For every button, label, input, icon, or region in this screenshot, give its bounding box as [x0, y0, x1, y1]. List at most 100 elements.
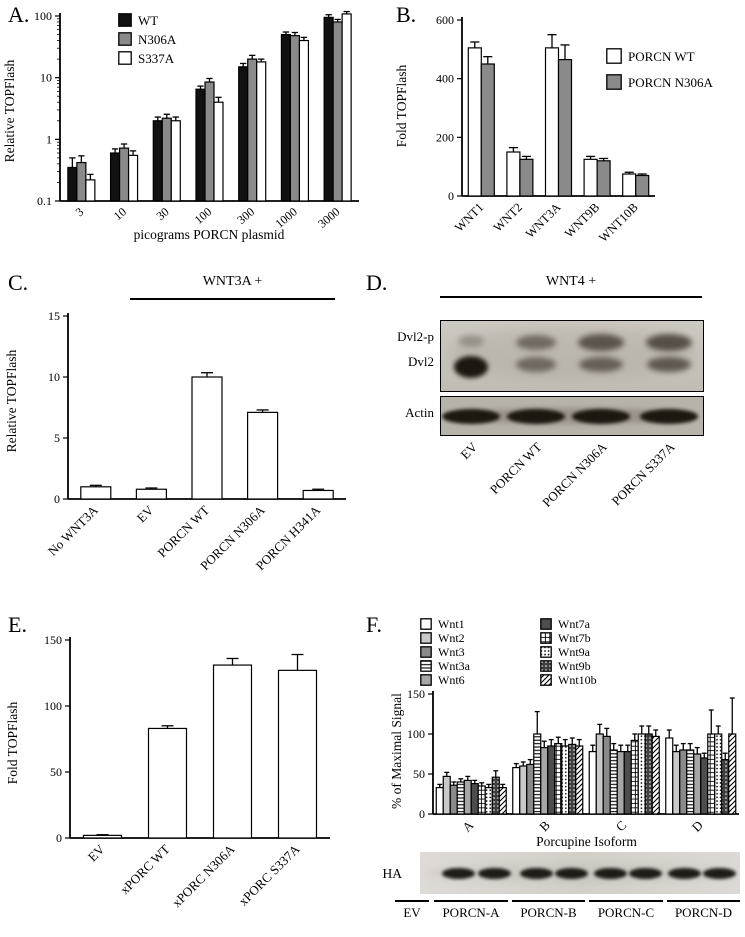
svg-text:A: A — [459, 817, 477, 835]
blot-band — [507, 408, 565, 424]
svg-text:10: 10 — [48, 370, 60, 384]
blot-band — [628, 867, 662, 879]
panel-c-header: WNT3A + — [202, 274, 263, 289]
legend-swatch-icon — [420, 632, 432, 644]
legend-swatch-icon — [118, 51, 132, 65]
panel-a-legend: WT N306A S337A — [118, 13, 176, 65]
blot-band — [667, 867, 701, 879]
svg-text:0.1: 0.1 — [37, 194, 52, 208]
panel-f-chart-mount: 0 50 100 150 A B C D — [388, 687, 743, 843]
legend-item-porcn-wt: PORCN WT — [606, 48, 713, 64]
svg-text:100: 100 — [44, 699, 62, 713]
panel-d-label: D. — [366, 270, 388, 295]
legend-label: Wnt7b — [558, 631, 591, 645]
blot-band — [646, 333, 692, 351]
blot-f-ha-label: HA — [382, 866, 403, 881]
legend-swatch-icon — [118, 13, 132, 27]
svg-text:50: 50 — [50, 765, 62, 779]
legend-label: Wnt6 — [438, 673, 465, 687]
legend-swatch-icon — [118, 32, 132, 46]
panel-b-ylabel: Fold TOPFlash — [394, 64, 409, 148]
svg-text:0: 0 — [448, 189, 454, 203]
svg-text:10: 10 — [40, 71, 52, 85]
blot-band — [702, 867, 736, 879]
svg-text:100: 100 — [407, 727, 425, 741]
legend-label: Wnt3a — [438, 659, 470, 673]
legend-swatch-icon — [420, 618, 432, 630]
legend-item-wnt6: Wnt6 — [420, 674, 470, 686]
legend-swatch-icon — [606, 48, 622, 64]
blot-band — [572, 408, 630, 424]
legend-label: N306A — [138, 31, 177, 47]
panel-f-legend-col2: Wnt7a Wnt7b Wnt9a Wnt9b Wnt10b — [540, 618, 597, 686]
ha-lane-label-porcn-d: PORCN-D — [667, 900, 740, 921]
legend-item-wnt9b: Wnt9b — [540, 660, 597, 672]
svg-text:5: 5 — [54, 431, 60, 445]
svg-text:0: 0 — [54, 492, 60, 506]
legend-item-wnt3: Wnt3 — [420, 646, 470, 658]
legend-item-wnt3a: Wnt3a — [420, 660, 470, 672]
blot-band — [554, 867, 588, 879]
blot-d-dvl2-image — [440, 320, 704, 392]
panel-a-label: A. — [8, 2, 30, 27]
blot-band — [578, 333, 624, 351]
panel-a-chart-mount: 0.1 1 10 100 3 10 30 100 300 1000 3000 — [20, 8, 365, 248]
legend-item-wt: WT — [118, 13, 176, 27]
panel-e-chart-mount: 0 50 100 150 EV xPORC WT xPORC N306A xPORC S337… — [25, 628, 345, 937]
legend-label: WT — [138, 12, 159, 28]
legend-label: Wnt9b — [558, 659, 591, 673]
svg-text:No WNT3A: No WNT3A — [45, 502, 102, 559]
legend-item-wnt1: Wnt1 — [420, 618, 470, 630]
blot-band — [441, 867, 475, 879]
panel-a-xlabel: picograms PORCN plasmid — [133, 227, 285, 242]
svg-text:3: 3 — [73, 205, 87, 220]
legend-label: Wnt7a — [558, 617, 590, 631]
legend-swatch-icon — [540, 674, 552, 686]
svg-text:50: 50 — [413, 767, 425, 781]
svg-text:1000: 1000 — [272, 205, 299, 231]
panel-b-chart-mount: 0 200 400 600 WNT1 WNT2 WNT3A WNT9B WNT10B — [420, 8, 660, 263]
panel-a-ylabel: Relative TOPFlash — [2, 59, 17, 163]
legend-item-wnt7b: Wnt7b — [540, 632, 597, 644]
svg-text:15: 15 — [48, 309, 60, 323]
svg-text:3000: 3000 — [315, 205, 342, 231]
ha-lane-label-porcn-a: PORCN-A — [434, 900, 508, 921]
ha-lane-label-porcn-c: PORCN-C — [589, 900, 663, 921]
svg-text:WNT10B: WNT10B — [596, 200, 641, 245]
blot-f-ha-image — [420, 852, 740, 894]
svg-text:200: 200 — [436, 130, 454, 144]
svg-text:0: 0 — [56, 831, 62, 845]
legend-label: Wnt2 — [438, 631, 465, 645]
svg-text:150: 150 — [407, 688, 425, 701]
blot-band — [579, 356, 623, 372]
panel-d-header-line — [440, 296, 702, 298]
panel-a-chart: 0.1 1 10 100 3 10 30 100 300 1000 3000 — [34, 9, 359, 231]
svg-text:600: 600 — [436, 13, 454, 27]
ha-lane-label-ev: EV — [395, 900, 429, 921]
blot-band — [519, 867, 553, 879]
legend-item-wnt9a: Wnt9a — [540, 646, 597, 658]
legend-label: Wnt10b — [558, 673, 597, 687]
svg-text:WNT2: WNT2 — [491, 200, 525, 234]
panel-c-header-line — [130, 298, 335, 300]
svg-text:100: 100 — [34, 9, 52, 23]
svg-text:0: 0 — [419, 807, 425, 821]
legend-swatch-icon — [540, 646, 552, 658]
blot-d-band-label-actin: Actin — [405, 405, 434, 420]
panel-b-legend: PORCN WT PORCN N306A — [606, 48, 713, 90]
legend-swatch-icon — [540, 660, 552, 672]
svg-text:B: B — [536, 817, 553, 834]
svg-text:EV: EV — [134, 502, 157, 525]
legend-item-wnt7a: Wnt7a — [540, 618, 597, 630]
legend-item-s337a: S337A — [118, 51, 176, 65]
svg-text:xPORC S337A: xPORC S337A — [236, 841, 303, 908]
panel-e-ylabel: Fold TOPFlash — [5, 701, 20, 785]
svg-text:30: 30 — [154, 205, 172, 223]
panel-f-chart: 0 50 100 150 A B C D — [407, 687, 739, 835]
panel-d-header: WNT4 + — [545, 274, 597, 289]
legend-item-n306a: N306A — [118, 32, 176, 46]
legend-swatch-icon — [420, 674, 432, 686]
svg-text:300: 300 — [234, 205, 257, 227]
